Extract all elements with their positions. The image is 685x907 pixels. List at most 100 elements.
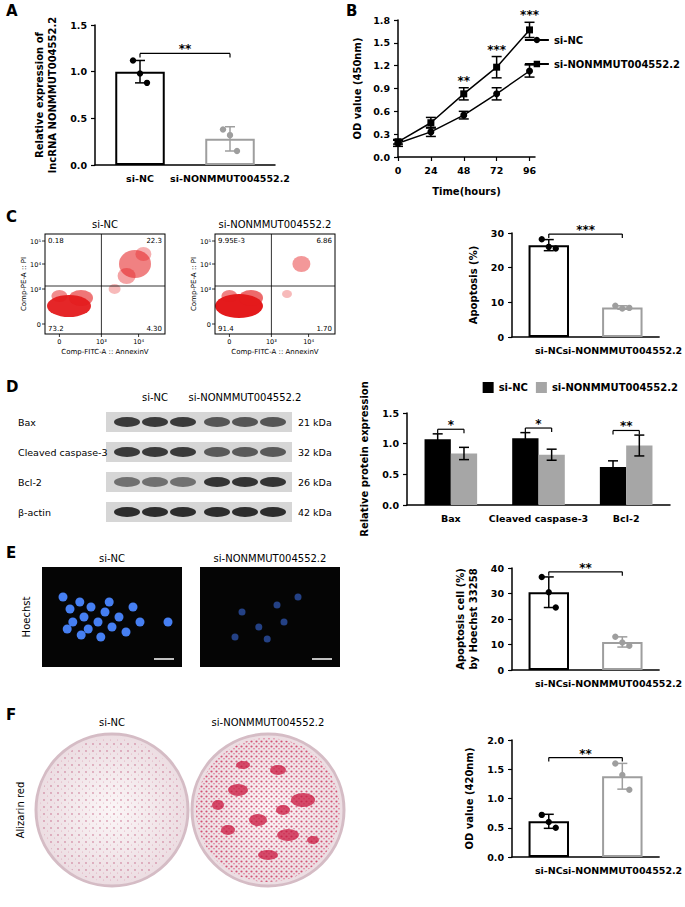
svg-text:Relative expression of: Relative expression of (34, 31, 45, 157)
svg-text:1.8: 1.8 (373, 15, 390, 26)
svg-text:F: F (6, 706, 16, 724)
svg-text:20: 20 (491, 262, 505, 273)
svg-text:0.5: 0.5 (70, 113, 87, 124)
svg-text:si-NONMMUT004552.2: si-NONMMUT004552.2 (219, 219, 332, 230)
svg-text:si-NONMMUT004552.2: si-NONMMUT004552.2 (552, 382, 678, 393)
svg-text:30: 30 (491, 588, 505, 599)
svg-text:1.0: 1.0 (487, 793, 504, 804)
svg-text:10⁴: 10⁴ (200, 261, 211, 269)
svg-text:1.5: 1.5 (382, 408, 399, 419)
svg-text:0.0: 0.0 (373, 152, 390, 163)
svg-text:10³: 10³ (266, 338, 277, 346)
svg-text:Comp-FITC-A :: AnnexinV: Comp-FITC-A :: AnnexinV (61, 348, 148, 356)
svg-text:**: ** (579, 561, 592, 575)
svg-text:Relative protein expression: Relative protein expression (359, 381, 370, 537)
svg-text:***: *** (520, 8, 540, 22)
svg-text:si-NONMMUT004552.2: si-NONMMUT004552.2 (554, 59, 680, 70)
svg-text:10: 10 (491, 639, 505, 650)
svg-text:0.0: 0.0 (487, 852, 504, 863)
svg-text:si-NC: si-NC (535, 865, 563, 876)
svg-text:10⁵: 10⁵ (200, 238, 211, 246)
svg-text:10⁴: 10⁴ (133, 338, 144, 346)
svg-text:1.2: 1.2 (373, 60, 390, 71)
svg-text:si-NC: si-NC (554, 35, 583, 46)
svg-text:***: *** (487, 43, 507, 57)
svg-text:D: D (6, 378, 18, 396)
svg-text:96: 96 (523, 165, 537, 176)
svg-text:si-NC: si-NC (499, 382, 528, 393)
svg-text:Apoptosis (%): Apoptosis (%) (468, 246, 479, 325)
svg-text:Bcl-2: Bcl-2 (613, 513, 640, 524)
svg-text:73.2: 73.2 (48, 325, 64, 333)
svg-text:26 kDa: 26 kDa (298, 477, 332, 488)
svg-text:2.0: 2.0 (487, 735, 504, 746)
svg-text:0: 0 (37, 321, 41, 329)
svg-text:Apoptosis cell (%): Apoptosis cell (%) (455, 568, 466, 670)
svg-text:10⁴: 10⁴ (303, 338, 314, 346)
svg-text:72: 72 (490, 165, 503, 176)
svg-text:Bcl-2: Bcl-2 (18, 477, 42, 488)
svg-text:si-NONMMUT004552.2: si-NONMMUT004552.2 (562, 865, 682, 876)
svg-text:1.0: 1.0 (70, 66, 87, 77)
svg-text:lncRNA NONMMUT004552.2: lncRNA NONMMUT004552.2 (47, 17, 58, 173)
svg-text:1.5: 1.5 (373, 37, 390, 48)
svg-text:0.18: 0.18 (48, 237, 64, 245)
svg-text:si-NONMMUT004552.2: si-NONMMUT004552.2 (214, 553, 327, 564)
svg-text:20: 20 (491, 614, 505, 625)
svg-text:0.5: 0.5 (487, 822, 504, 833)
svg-text:91.4: 91.4 (218, 325, 234, 333)
svg-text:10⁴: 10⁴ (30, 261, 41, 269)
svg-text:0: 0 (227, 338, 231, 346)
svg-text:10³: 10³ (96, 338, 107, 346)
svg-text:OD value (420nm): OD value (420nm) (464, 748, 475, 850)
svg-text:si-NC: si-NC (92, 219, 118, 230)
svg-text:si-NONMMUT004552.2: si-NONMMUT004552.2 (212, 717, 325, 728)
svg-text:1.5: 1.5 (487, 764, 504, 775)
svg-text:OD value (450nm): OD value (450nm) (352, 38, 363, 140)
svg-text:A: A (6, 2, 18, 20)
svg-text:1.70: 1.70 (316, 325, 332, 333)
svg-text:24: 24 (424, 165, 438, 176)
svg-text:42 kDa: 42 kDa (298, 507, 332, 518)
svg-text:1.0: 1.0 (382, 438, 399, 449)
svg-text:10: 10 (491, 297, 505, 308)
svg-text:B: B (346, 2, 357, 20)
svg-text:Comp-FITC-A :: AnnexinV: Comp-FITC-A :: AnnexinV (231, 348, 318, 356)
svg-text:10³: 10³ (30, 286, 41, 294)
svg-text:0.3: 0.3 (373, 129, 390, 140)
svg-text:Bax: Bax (18, 417, 36, 428)
svg-text:9.95E-3: 9.95E-3 (218, 237, 245, 245)
svg-text:1.5: 1.5 (70, 20, 87, 31)
svg-text:Hoechst: Hoechst (21, 597, 32, 638)
svg-text:**: ** (620, 419, 633, 433)
svg-text:si-NONMMUT004552.2: si-NONMMUT004552.2 (562, 345, 682, 356)
svg-text:40: 40 (491, 563, 505, 574)
svg-text:22.3: 22.3 (146, 237, 162, 245)
svg-text:si-NONMMUT004552.2: si-NONMMUT004552.2 (189, 392, 302, 403)
svg-text:si-NONMMUT004552.2: si-NONMMUT004552.2 (562, 678, 682, 689)
svg-text:0: 0 (57, 338, 61, 346)
svg-text:Cleaved caspase-3: Cleaved caspase-3 (18, 447, 108, 458)
svg-text:0: 0 (497, 665, 504, 676)
svg-text:Comp-PE-A :: PI: Comp-PE-A :: PI (20, 257, 28, 311)
svg-text:0.6: 0.6 (373, 106, 390, 117)
svg-text:0: 0 (395, 165, 402, 176)
svg-text:4.30: 4.30 (146, 325, 162, 333)
svg-text:0.0: 0.0 (70, 160, 87, 171)
svg-text:30: 30 (491, 228, 505, 239)
svg-text:0: 0 (207, 321, 211, 329)
svg-text:10³: 10³ (200, 286, 211, 294)
svg-text:Time(hours): Time(hours) (432, 186, 501, 197)
svg-text:si-NC: si-NC (99, 717, 125, 728)
svg-text:48: 48 (457, 165, 471, 176)
svg-text:*: * (535, 417, 542, 431)
svg-text:by Hoechst 33258: by Hoechst 33258 (468, 568, 479, 669)
svg-text:*: * (448, 418, 455, 432)
svg-text:0.0: 0.0 (382, 500, 399, 511)
svg-text:β-actin: β-actin (18, 507, 51, 518)
svg-text:si-NC: si-NC (535, 345, 563, 356)
svg-text:32 kDa: 32 kDa (298, 447, 332, 458)
svg-text:Alizarin red: Alizarin red (15, 782, 26, 839)
svg-text:10⁵: 10⁵ (30, 238, 41, 246)
svg-text:**: ** (579, 747, 592, 761)
